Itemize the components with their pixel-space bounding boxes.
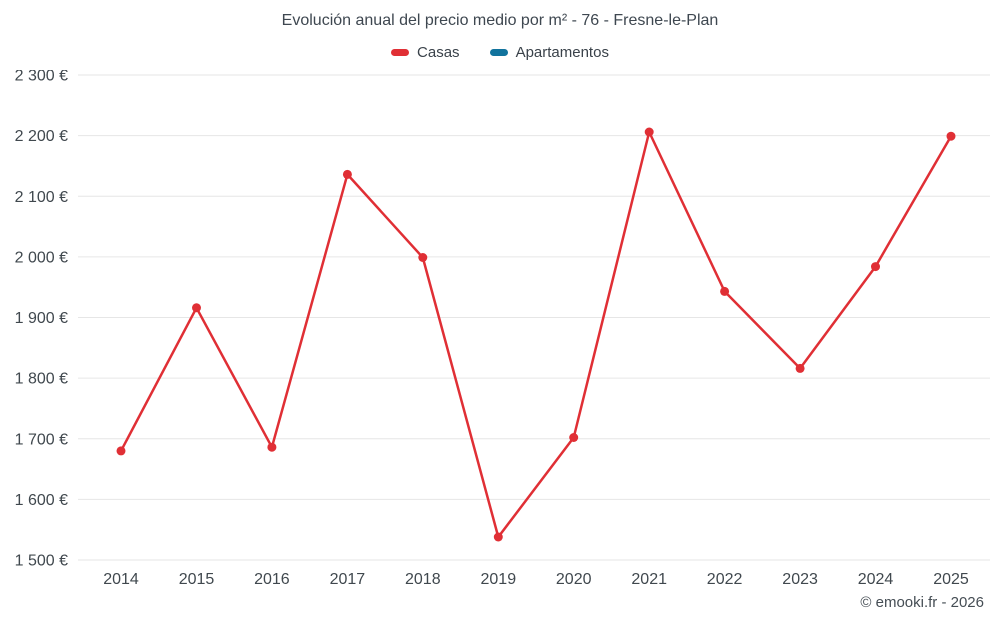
legend-label-casas: Casas [417, 44, 460, 61]
y-axis-label: 2 100 € [15, 189, 68, 206]
x-axis-label: 2018 [405, 571, 441, 588]
data-point-marker[interactable] [116, 446, 126, 456]
y-axis-label: 1 500 € [15, 553, 68, 570]
data-point-marker[interactable] [418, 253, 428, 262]
data-point-marker[interactable] [342, 169, 352, 179]
x-axis-label: 2016 [254, 571, 290, 588]
series-line-casas [119, 130, 953, 539]
y-axis-label: 1 800 € [15, 371, 68, 388]
data-point-marker[interactable] [493, 532, 503, 542]
chart-title: Evolución anual del precio medio por m² … [281, 12, 719, 29]
data-point-marker[interactable] [795, 363, 805, 373]
legend-label-apartamentos: Apartamentos [515, 44, 609, 61]
data-point-marker[interactable] [569, 433, 579, 442]
x-axis-label: 2025 [933, 571, 969, 588]
legend-item-casas[interactable]: Casas [391, 44, 460, 61]
data-point-marker[interactable] [267, 442, 277, 452]
x-axis-label: 2019 [481, 571, 517, 588]
y-axis-label: 2 000 € [15, 249, 68, 266]
y-axis-label: 1 700 € [15, 431, 68, 448]
chart-legend: Casas Apartamentos [0, 44, 1000, 61]
data-point-marker[interactable] [871, 262, 880, 272]
line-chart-canvas: 2 300 € 2 200 € 2 100 € 2 000 € 1 900 € 1 800… [15, 70, 990, 588]
y-axis-label: 2 200 € [15, 128, 68, 145]
x-axis-label: 2022 [707, 571, 743, 588]
y-axis-label: 1 900 € [15, 310, 68, 327]
x-axis-label: 2017 [330, 571, 366, 588]
y-axis-label: 1 600 € [15, 492, 68, 509]
x-axis-label: 2023 [782, 571, 818, 588]
data-point-marker[interactable] [644, 127, 654, 137]
y-axis-label: 2 300 € [15, 70, 68, 85]
x-axis-label: 2021 [631, 571, 667, 588]
data-point-marker[interactable] [192, 303, 201, 313]
x-axis-label: 2024 [858, 571, 894, 588]
legend-swatch-apartamentos-icon [489, 49, 508, 56]
x-axis-label: 2014 [103, 571, 139, 588]
x-axis-label: 2020 [556, 571, 592, 588]
legend-swatch-casas-icon [391, 49, 410, 56]
copyright-footer: © emooki.fr - 2026 [860, 594, 984, 611]
data-point-marker[interactable] [946, 131, 956, 141]
data-point-marker[interactable] [720, 286, 730, 296]
x-axis-label: 2015 [179, 571, 215, 588]
legend-item-apartamentos[interactable]: Apartamentos [489, 44, 609, 61]
